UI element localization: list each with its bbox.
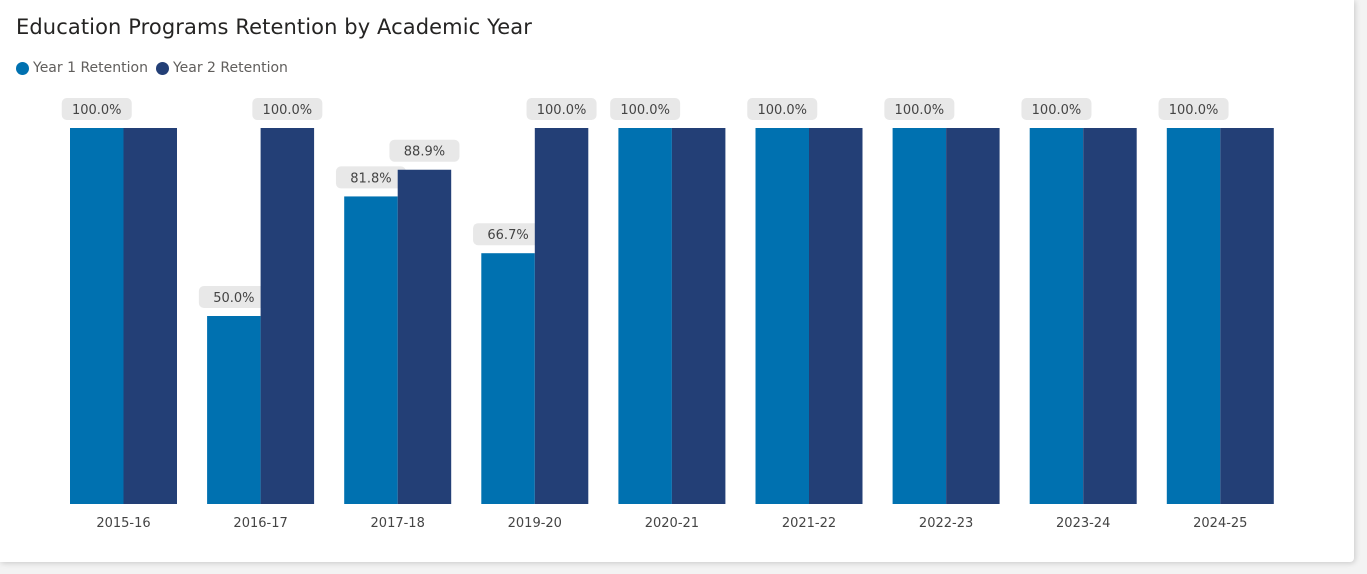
data-label: 100.0% <box>620 103 670 118</box>
legend-dot-icon <box>155 61 169 75</box>
x-tick-label: 2020-21 <box>645 516 699 531</box>
legend-item-year2[interactable]: Year 2 Retention <box>155 60 288 76</box>
data-label-bg <box>198 286 269 308</box>
bar-1-2015-16[interactable] <box>70 128 124 504</box>
data-label: 100.0% <box>263 103 313 118</box>
data-label: 100.0% <box>1169 103 1219 118</box>
bar-2-2017-18[interactable] <box>397 169 452 504</box>
data-label: 88.9% <box>404 145 445 160</box>
data-label: 100.0% <box>1032 103 1082 118</box>
bar-1-2017-18[interactable] <box>344 196 398 504</box>
x-tick-label: 2017-18 <box>371 516 425 531</box>
x-tick-label: 2022-23 <box>919 516 973 531</box>
bar-2-2022-23[interactable] <box>946 128 1000 504</box>
legend-label: Year 1 Retention <box>33 60 148 76</box>
bar-2-2016-17[interactable] <box>260 128 315 504</box>
x-tick-label: 2016-17 <box>233 516 287 531</box>
x-tick-label: 2019-20 <box>508 516 562 531</box>
data-label-bg <box>747 98 818 120</box>
data-label: 81.8% <box>350 171 391 186</box>
x-tick-label: 2023-24 <box>1056 516 1110 531</box>
data-label-bg <box>252 98 323 120</box>
chart-title: Education Programs Retention by Academic… <box>16 15 532 39</box>
legend-item-year1[interactable]: Year 1 Retention <box>16 60 148 76</box>
bar-1-2020-21[interactable] <box>618 128 672 504</box>
data-label-bg <box>526 98 597 120</box>
bar-2-2019-20[interactable] <box>534 128 589 504</box>
data-label: 50.0% <box>213 291 254 306</box>
bar-1-2021-22[interactable] <box>755 128 810 504</box>
bar-1-2023-24[interactable] <box>1029 128 1084 504</box>
data-label-bg <box>610 98 681 120</box>
data-label-bg <box>61 98 132 120</box>
data-label: 100.0% <box>895 103 945 118</box>
data-label-bg <box>1158 98 1229 120</box>
bar-2-2024-25[interactable] <box>1220 128 1274 504</box>
data-label-bg <box>884 98 955 120</box>
data-label-bg <box>335 166 406 189</box>
bar-1-2024-25[interactable] <box>1166 128 1221 504</box>
bar-1-2022-23[interactable] <box>892 128 947 504</box>
bar-1-2019-20[interactable] <box>481 253 535 504</box>
bar-2-2021-22[interactable] <box>809 128 863 504</box>
data-label: 100.0% <box>72 103 122 118</box>
x-tick-label: 2024-25 <box>1193 516 1247 531</box>
bar-2-2015-16[interactable] <box>123 128 178 504</box>
plot-area: 100.0% 2015-16 50.0% 100.0% 2016-17 81.8% 88.9… <box>61 98 1274 531</box>
data-label: 100.0% <box>757 103 807 118</box>
bar-2-2023-24[interactable] <box>1083 128 1137 504</box>
legend: Year 1 Retention Year 2 Retention <box>16 60 296 76</box>
data-label-bg <box>473 223 544 246</box>
bar-2-2020-21[interactable] <box>671 128 726 504</box>
data-label-bg <box>1021 98 1092 120</box>
data-label: 100.0% <box>537 103 587 118</box>
bar-1-2016-17[interactable] <box>207 316 261 504</box>
data-label: 66.7% <box>487 228 528 243</box>
legend-dot-icon <box>16 61 29 75</box>
x-tick-label: 2015-16 <box>96 516 150 531</box>
chart-card: Education Programs Retention by Academic… <box>0 0 1354 562</box>
x-tick-label: 2021-22 <box>782 516 836 531</box>
legend-label: Year 2 Retention <box>172 60 288 76</box>
data-label-bg <box>389 139 460 162</box>
